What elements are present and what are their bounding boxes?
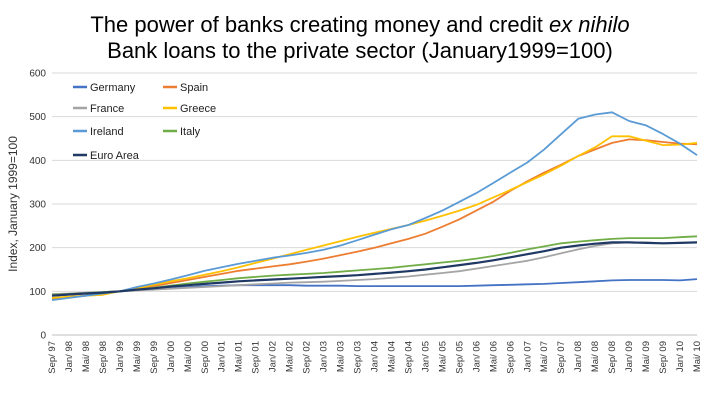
- y-tick-label: 100: [29, 287, 46, 298]
- series-line-france: [51, 241, 698, 295]
- legend-label-spain: Spain: [180, 82, 208, 94]
- x-tick-label: Mai/ 01: [234, 341, 245, 372]
- chart-title-line2: Bank loans to the private sector (Januar…: [107, 38, 613, 63]
- x-tick-label: Sep/ 97: [47, 341, 58, 374]
- chart-title-prefix: The power of banks creating money and cr…: [90, 12, 549, 37]
- x-tick-label: Jan/ 10: [675, 341, 686, 372]
- legend-label-euro-area: Euro Area: [90, 150, 140, 162]
- x-tick-label: Jan/ 06: [471, 341, 482, 372]
- legend-label-germany: Germany: [90, 82, 136, 94]
- y-tick-label: 300: [29, 200, 46, 211]
- x-tick-label: Mai/ 05: [437, 341, 448, 372]
- x-tick-label: Jan/ 98: [64, 341, 75, 372]
- x-tick-label: Sep/ 04: [403, 341, 414, 374]
- x-tick-label: Mai/ 02: [285, 341, 296, 372]
- series-line-spain: [51, 138, 698, 301]
- series-line-greece: [51, 135, 698, 299]
- chart-title-line1: The power of banks creating money and cr…: [0, 12, 720, 38]
- x-tick-label: Sep/ 99: [149, 341, 160, 374]
- x-tick-label: Mai/ 07: [539, 341, 550, 372]
- x-tick-label: Sep/ 00: [200, 341, 211, 374]
- x-tick-label: Mai/ 98: [81, 341, 92, 372]
- x-tick-label: Jan/ 07: [522, 341, 533, 372]
- x-tick-label: Sep/ 06: [505, 341, 516, 374]
- series-line-ireland: [51, 111, 698, 301]
- x-tick-label: Jan/ 09: [624, 341, 635, 372]
- x-tick-label: Sep/ 09: [658, 341, 669, 374]
- x-tick-label: Jan/ 05: [420, 341, 431, 372]
- x-tick-label: Sep/ 02: [302, 341, 313, 374]
- y-tick-label: 200: [29, 243, 46, 254]
- x-tick-label: Mai/ 03: [336, 341, 347, 372]
- x-tick-label: Sep/ 08: [607, 341, 618, 374]
- x-tick-label: Sep/ 98: [98, 341, 109, 374]
- legend-label-italy: Italy: [180, 126, 201, 138]
- x-tick-label: Sep/ 03: [353, 341, 364, 374]
- x-tick-label: Mai/ 08: [590, 341, 601, 372]
- chart-title-italic: ex nihilo: [548, 12, 630, 37]
- x-tick-label: Mai/ 99: [132, 341, 143, 372]
- x-tick-label: Jan/ 03: [319, 341, 330, 372]
- series-line-euro-area: [51, 241, 698, 297]
- y-tick-label: 500: [29, 112, 46, 123]
- y-axis-label: Index, January 1999=100: [6, 136, 20, 272]
- y-tick-label: 0: [40, 331, 46, 342]
- x-tick-label: Jan/ 08: [573, 341, 584, 372]
- x-tick-label: Sep/ 07: [556, 341, 567, 374]
- x-tick-label: Sep/ 05: [454, 341, 465, 374]
- x-tick-label: Mai/ 09: [641, 341, 652, 372]
- x-tick-label: Mai/ 10: [692, 341, 703, 372]
- y-tick-label: 600: [29, 69, 46, 80]
- x-tick-label: Jan/ 99: [115, 341, 126, 372]
- x-tick-label: Jan/ 00: [166, 341, 177, 372]
- x-tick-label: Sep/ 01: [251, 341, 262, 374]
- x-tick-label: Jan/ 04: [370, 341, 381, 372]
- x-tick-label: Jan/ 01: [217, 341, 228, 372]
- legend-label-ireland: Ireland: [90, 126, 124, 138]
- y-tick-label: 400: [29, 156, 46, 167]
- legend-label-france: France: [90, 103, 124, 115]
- legend-label-greece: Greece: [180, 103, 216, 115]
- x-tick-label: Mai/ 06: [488, 341, 499, 372]
- x-tick-label: Mai/ 00: [183, 341, 194, 372]
- x-tick-label: Jan/ 02: [268, 341, 279, 372]
- x-tick-label: Mai/ 04: [386, 341, 397, 372]
